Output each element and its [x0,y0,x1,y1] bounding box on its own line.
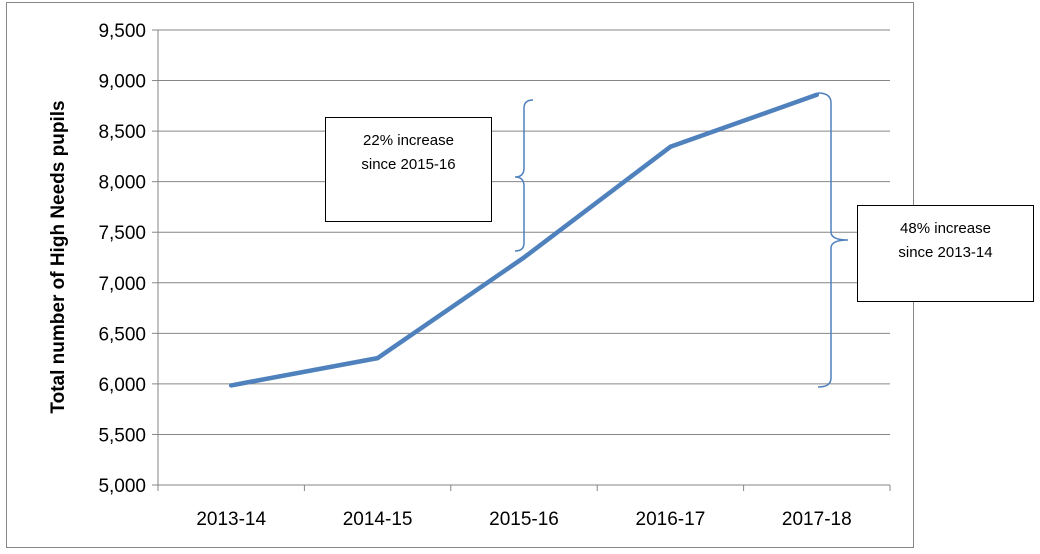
braces [514,92,849,388]
x-tick-labels: 2013-14 2014-15 2015-16 2016-17 2017-18 [196,509,851,530]
annotation-48-line2: since 2013-14 [898,244,993,261]
data-point [229,383,234,388]
brace-2013-14-to-2017-18 [817,92,849,388]
y-tick-label: 6,500 [98,324,146,345]
y-tick-label: 7,500 [98,223,146,244]
y-tick-label: 5,500 [98,425,146,446]
x-tick-label: 2017-18 [782,509,852,530]
data-point [668,144,673,149]
brace-2015-16-to-2017-18 [514,99,534,252]
y-tick-label: 6,000 [98,375,146,396]
x-tick-label: 2014-15 [343,509,413,530]
y-tick-label: 5,000 [98,476,146,497]
data-point [522,255,526,260]
data-point [375,356,380,361]
data-point [814,92,819,97]
annotation-48-percent: 48% increase since 2013-14 [857,205,1034,302]
y-tick-label: 9,000 [98,72,146,93]
y-tick-labels: 5,000 5,500 6,000 6,500 7,000 7,500 8,000 8,500… [98,21,146,497]
annotation-22-percent: 22% increase since 2015-16 [325,117,492,222]
annotation-22-line1: 22% increase [363,132,454,149]
series-layer [228,92,820,388]
axes [152,29,891,491]
x-tick-label: 2013-14 [196,509,266,530]
y-axis-title: Total number of High Needs pupils [48,100,69,413]
y-tick-label: 9,500 [98,21,146,42]
gridlines [158,29,890,435]
x-tick-label: 2015-16 [489,509,559,530]
annotation-22-line2: since 2015-16 [361,156,456,173]
y-tick-label: 8,000 [98,173,146,194]
y-tick-label: 7,000 [98,274,146,295]
y-tick-label: 8,500 [98,122,146,143]
x-tick-label: 2016-17 [636,509,706,530]
annotation-48-line1: 48% increase [900,220,991,237]
